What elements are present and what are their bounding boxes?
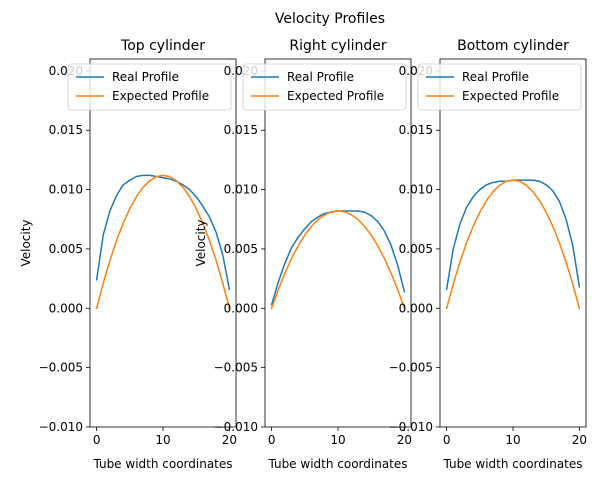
legend-entry: Real Profile (287, 70, 354, 84)
legend-box (67, 63, 232, 111)
subplot-title: Right cylinder (289, 38, 386, 54)
figure-suptitle: Velocity Profiles (275, 11, 385, 27)
x-tick-label: 10 (155, 433, 170, 447)
legend: Real Profile Expected Profile (417, 63, 582, 111)
x-tick-label: 20 (222, 433, 237, 447)
x-tick-label: 0 (268, 433, 276, 447)
x-axis-label: Tube width coordinates (442, 457, 582, 471)
legend-box (242, 63, 407, 111)
y-tick-label: −0.005 (214, 361, 258, 375)
y-tick-label: 0.010 (224, 183, 258, 197)
y-tick-label: 0.005 (399, 242, 433, 256)
x-tick-label: 20 (397, 433, 412, 447)
y-axis-label: Velocity (19, 219, 33, 266)
y-tick-label: −0.010 (389, 420, 433, 434)
y-tick-label: 0.010 (399, 183, 433, 197)
y-tick-label: 0.000 (399, 301, 433, 315)
subplot-title: Top cylinder (120, 38, 205, 54)
series-line-real-profile (445, 179, 581, 291)
x-tick-label: 20 (572, 433, 587, 447)
legend-entry: Expected Profile (462, 89, 559, 103)
axes-frame (439, 58, 587, 428)
y-tick-label: 0.000 (49, 301, 83, 315)
legend-entry: Expected Profile (287, 89, 384, 103)
subplot-3: 0 10 20−0.010−0.0050.0000.0050.0100.0150.0… (389, 38, 587, 471)
legend: Real Profile Expected Profile (242, 63, 407, 111)
subplots: 0 10 20−0.010−0.0050.0000.0050.0100.0150.0… (19, 38, 587, 471)
y-tick-label: 0.015 (399, 123, 433, 137)
x-axis-label: Tube width coordinates (92, 457, 232, 471)
legend-entry: Real Profile (112, 70, 179, 84)
y-tick-label: 0.015 (49, 123, 83, 137)
x-tick-label: 0 (443, 433, 451, 447)
legend-entry: Expected Profile (112, 89, 209, 103)
subplot-title: Bottom cylinder (457, 38, 569, 54)
y-tick-label: −0.005 (389, 361, 433, 375)
series-line-expected-profile (270, 210, 406, 310)
y-tick-label: −0.005 (39, 361, 83, 375)
y-axis-label: Velocity (194, 219, 208, 266)
y-tick-label: 0.000 (224, 301, 258, 315)
x-axis-label: Tube width coordinates (267, 457, 407, 471)
legend-box (417, 63, 582, 111)
series-line-real-profile (95, 174, 231, 291)
series-line-expected-profile (95, 174, 231, 310)
y-tick-label: −0.010 (39, 420, 83, 434)
y-tick-label: 0.005 (224, 242, 258, 256)
y-tick-label: −0.010 (214, 420, 258, 434)
x-tick-label: 10 (505, 433, 520, 447)
subplot-1: 0 10 20−0.010−0.0050.0000.0050.0100.0150.0… (19, 38, 237, 471)
x-tick-label: 10 (330, 433, 345, 447)
series-line-expected-profile (445, 179, 581, 310)
y-tick-label: 0.015 (224, 123, 258, 137)
legend: Real Profile Expected Profile (67, 63, 232, 111)
legend-entry: Real Profile (462, 70, 529, 84)
x-tick-label: 0 (93, 433, 101, 447)
y-tick-label: 0.005 (49, 242, 83, 256)
subplot-2: 0 10 20−0.010−0.0050.0000.0050.0100.0150.0… (194, 38, 412, 471)
y-tick-label: 0.010 (49, 183, 83, 197)
